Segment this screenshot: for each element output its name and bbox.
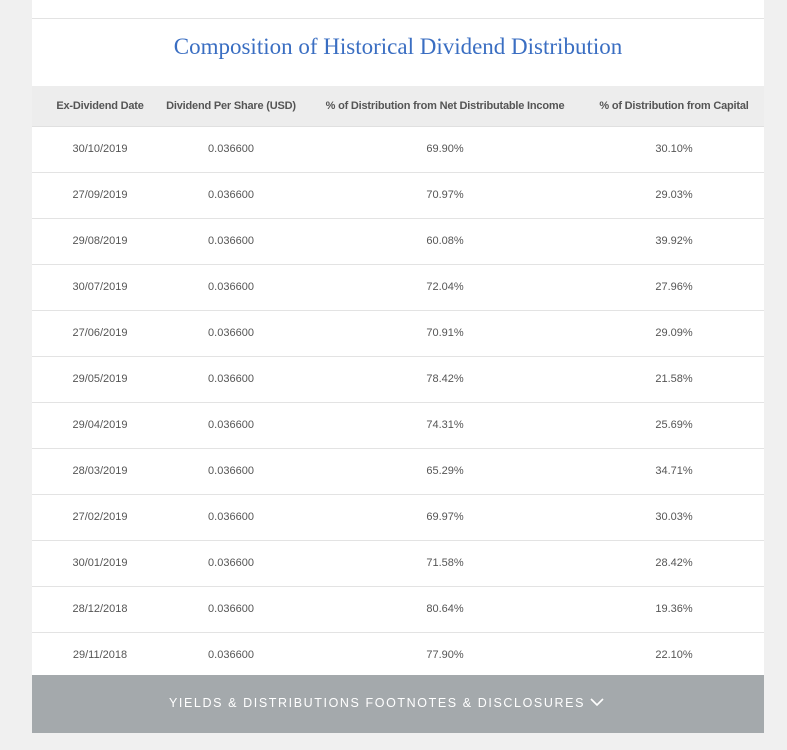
cell-dividend-per-share: 0.036600 bbox=[208, 649, 254, 661]
table-row: 27/02/2019 0.036600 69.97% 30.03% bbox=[32, 495, 764, 541]
cell-net-income-pct: 60.08% bbox=[426, 235, 464, 247]
cell-ex-dividend-date: 27/06/2019 bbox=[72, 327, 128, 339]
cell-dividend-per-share: 0.036600 bbox=[208, 235, 254, 247]
cell-dividend-per-share: 0.036600 bbox=[208, 189, 254, 201]
cell-dividend-per-share: 0.036600 bbox=[208, 373, 254, 385]
footnotes-label: YIELDS & DISTRIBUTIONS FOOTNOTES & DISCL… bbox=[168, 696, 586, 710]
table-header: Ex-Dividend Date Dividend Per Share (USD… bbox=[32, 86, 764, 127]
cell-capital-pct: 28.42% bbox=[655, 557, 693, 569]
cell-ex-dividend-date: 28/12/2018 bbox=[72, 603, 128, 615]
chevron-down-icon bbox=[590, 698, 604, 707]
table-row: 27/06/2019 0.036600 70.91% 29.09% bbox=[32, 311, 764, 357]
cell-dividend-per-share: 0.036600 bbox=[208, 557, 254, 569]
cell-capital-pct: 39.92% bbox=[655, 235, 693, 247]
cell-dividend-per-share: 0.036600 bbox=[208, 327, 254, 339]
cell-net-income-pct: 78.42% bbox=[426, 373, 464, 385]
table-row: 30/10/2019 0.036600 69.90% 30.10% bbox=[32, 127, 764, 173]
cell-net-income-pct: 69.90% bbox=[426, 143, 464, 155]
cell-net-income-pct: 71.58% bbox=[426, 557, 464, 569]
table-row: 28/12/2018 0.036600 80.64% 19.36% bbox=[32, 587, 764, 633]
cell-ex-dividend-date: 27/09/2019 bbox=[72, 189, 128, 201]
cell-capital-pct: 25.69% bbox=[655, 419, 693, 431]
cell-net-income-pct: 77.90% bbox=[426, 649, 464, 661]
cell-ex-dividend-date: 30/10/2019 bbox=[72, 143, 128, 155]
cell-capital-pct: 30.03% bbox=[655, 511, 693, 523]
cell-net-income-pct: 74.31% bbox=[426, 419, 464, 431]
cell-ex-dividend-date: 28/03/2019 bbox=[72, 465, 128, 477]
column-header-dividend-per-share: Dividend Per Share (USD) bbox=[166, 100, 296, 112]
cell-net-income-pct: 70.97% bbox=[426, 189, 464, 201]
table-row: 29/08/2019 0.036600 60.08% 39.92% bbox=[32, 219, 764, 265]
cell-dividend-per-share: 0.036600 bbox=[208, 603, 254, 615]
cell-dividend-per-share: 0.036600 bbox=[208, 143, 254, 155]
column-header-capital-pct: % of Distribution from Capital bbox=[599, 100, 749, 112]
cell-ex-dividend-date: 30/07/2019 bbox=[72, 281, 128, 293]
cell-dividend-per-share: 0.036600 bbox=[208, 511, 254, 523]
table-row: 28/03/2019 0.036600 65.29% 34.71% bbox=[32, 449, 764, 495]
table-row: 30/07/2019 0.036600 72.04% 27.96% bbox=[32, 265, 764, 311]
cell-capital-pct: 30.10% bbox=[655, 143, 693, 155]
cell-net-income-pct: 69.97% bbox=[426, 511, 464, 523]
cell-dividend-per-share: 0.036600 bbox=[208, 281, 254, 293]
cell-dividend-per-share: 0.036600 bbox=[208, 419, 254, 431]
cell-capital-pct: 29.03% bbox=[655, 189, 693, 201]
previous-table-row-clipped bbox=[32, 0, 764, 19]
cell-capital-pct: 21.58% bbox=[655, 373, 693, 385]
table-row: 29/11/2018 0.036600 77.90% 22.10% bbox=[32, 633, 764, 679]
table-row: 30/01/2019 0.036600 71.58% 28.42% bbox=[32, 541, 764, 587]
cell-capital-pct: 29.09% bbox=[655, 327, 693, 339]
table-row: 29/05/2019 0.036600 78.42% 21.58% bbox=[32, 357, 764, 403]
cell-capital-pct: 19.36% bbox=[655, 603, 693, 615]
cell-ex-dividend-date: 29/05/2019 bbox=[72, 373, 128, 385]
cell-net-income-pct: 65.29% bbox=[426, 465, 464, 477]
dividend-distribution-card: Composition of Historical Dividend Distr… bbox=[32, 0, 764, 733]
cell-net-income-pct: 80.64% bbox=[426, 603, 464, 615]
cell-ex-dividend-date: 29/08/2019 bbox=[72, 235, 128, 247]
cell-ex-dividend-date: 29/11/2018 bbox=[72, 649, 128, 661]
table-row: 29/04/2019 0.036600 74.31% 25.69% bbox=[32, 403, 764, 449]
cell-capital-pct: 34.71% bbox=[655, 465, 693, 477]
cell-net-income-pct: 70.91% bbox=[426, 327, 464, 339]
cell-ex-dividend-date: 30/01/2019 bbox=[72, 557, 128, 569]
section-title: Composition of Historical Dividend Distr… bbox=[173, 34, 623, 59]
cell-ex-dividend-date: 29/04/2019 bbox=[72, 419, 128, 431]
footnotes-disclosures-toggle[interactable]: YIELDS & DISTRIBUTIONS FOOTNOTES & DISCL… bbox=[32, 675, 764, 733]
cell-ex-dividend-date: 27/02/2019 bbox=[72, 511, 128, 523]
cell-net-income-pct: 72.04% bbox=[426, 281, 464, 293]
column-header-net-income-pct: % of Distribution from Net Distributable… bbox=[325, 100, 565, 112]
column-header-ex-dividend-date: Ex-Dividend Date bbox=[56, 100, 144, 112]
cell-dividend-per-share: 0.036600 bbox=[208, 465, 254, 477]
table-row: 27/09/2019 0.036600 70.97% 29.03% bbox=[32, 173, 764, 219]
cell-capital-pct: 27.96% bbox=[655, 281, 693, 293]
cell-capital-pct: 22.10% bbox=[655, 649, 693, 661]
